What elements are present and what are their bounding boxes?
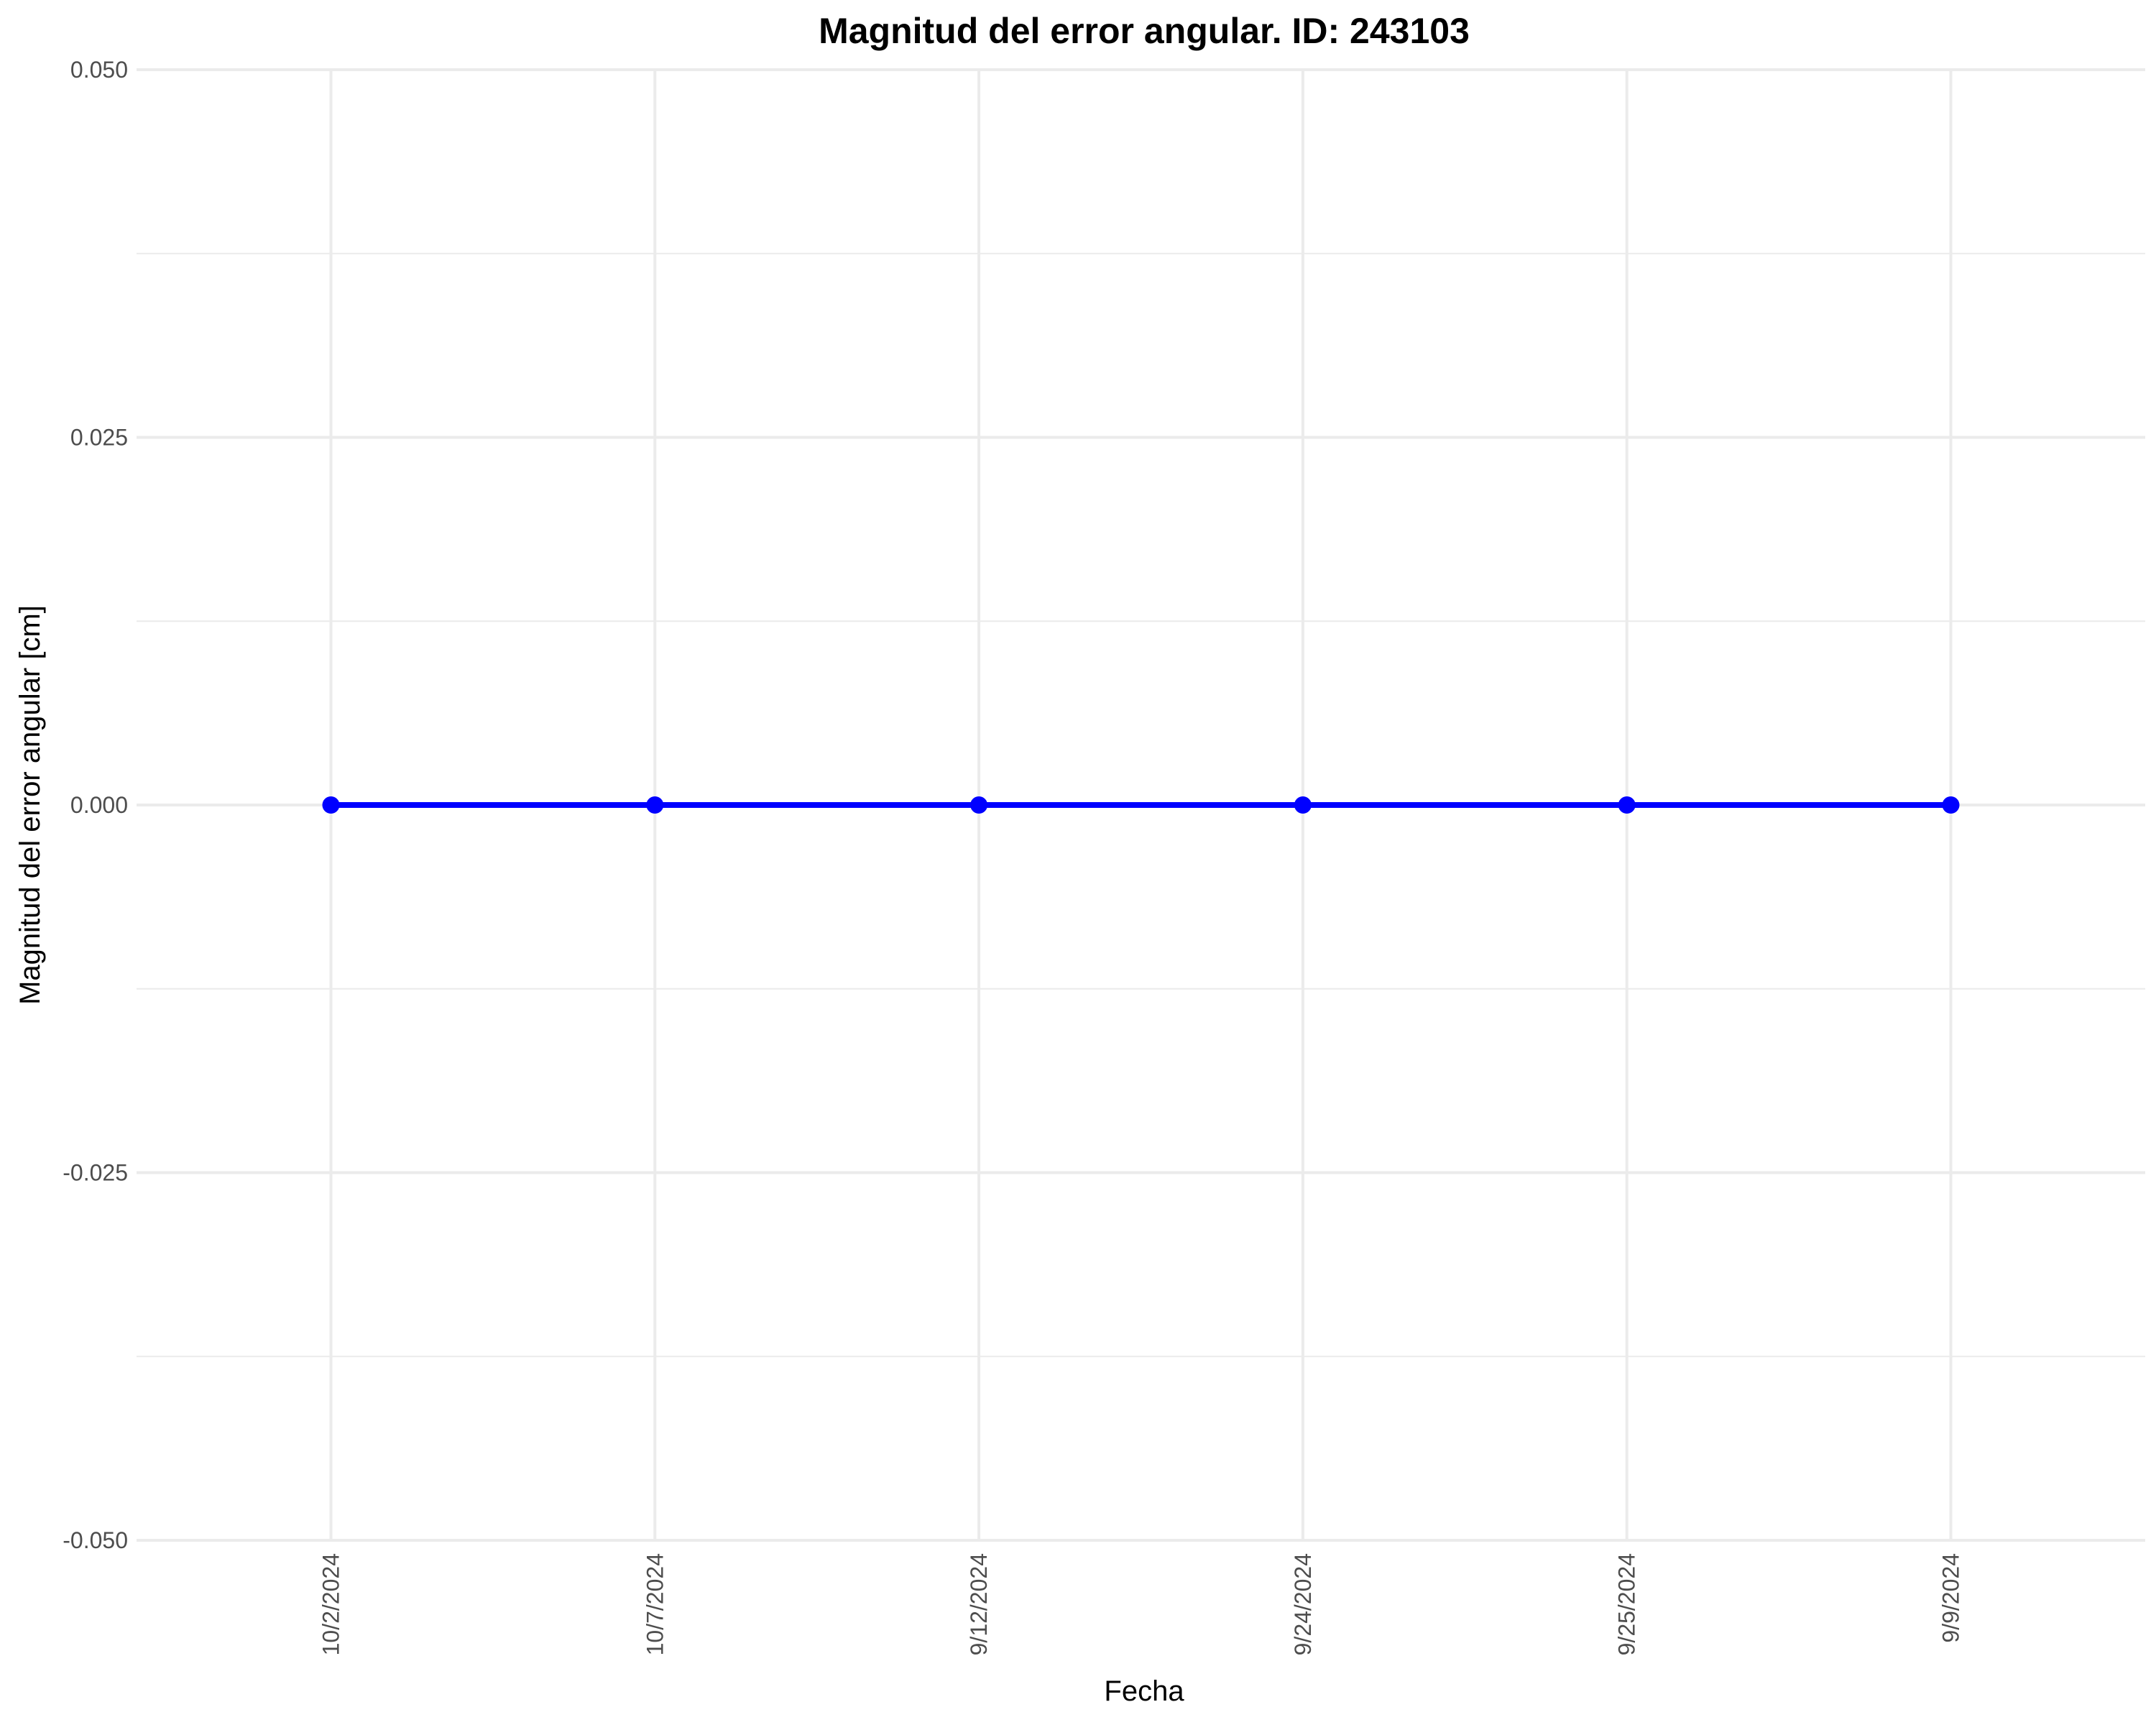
y-axis-title: Magnitud del error angular [cm] — [14, 605, 46, 1005]
data-point — [646, 796, 664, 814]
x-tick-label: 10/7/2024 — [642, 1553, 668, 1655]
data-point — [970, 796, 988, 814]
x-tick-label: 9/24/2024 — [1290, 1553, 1316, 1655]
y-tick-label: 0.000 — [70, 792, 128, 818]
y-tick-label: 0.050 — [70, 57, 128, 83]
x-tick-label: 10/2/2024 — [318, 1553, 344, 1655]
x-tick-label: 9/12/2024 — [966, 1553, 992, 1655]
chart-title: Magnitud del error angular. ID: 243103 — [819, 11, 1470, 51]
y-tick-label: -0.025 — [63, 1160, 128, 1186]
data-point — [1942, 796, 1960, 814]
x-axis-title: Fecha — [1104, 1675, 1184, 1707]
y-tick-label: -0.050 — [63, 1527, 128, 1553]
axis-labels: -0.050 -0.025 0.000 0.025 0.050 10/2/2024 10/7… — [63, 57, 1963, 1655]
series-layer — [322, 796, 1960, 814]
data-point — [322, 796, 340, 814]
x-tick-label: 9/9/2024 — [1938, 1553, 1964, 1643]
x-tick-label: 9/25/2024 — [1614, 1553, 1640, 1655]
y-tick-label: 0.025 — [70, 425, 128, 451]
data-point — [1294, 796, 1312, 814]
data-point — [1618, 796, 1636, 814]
